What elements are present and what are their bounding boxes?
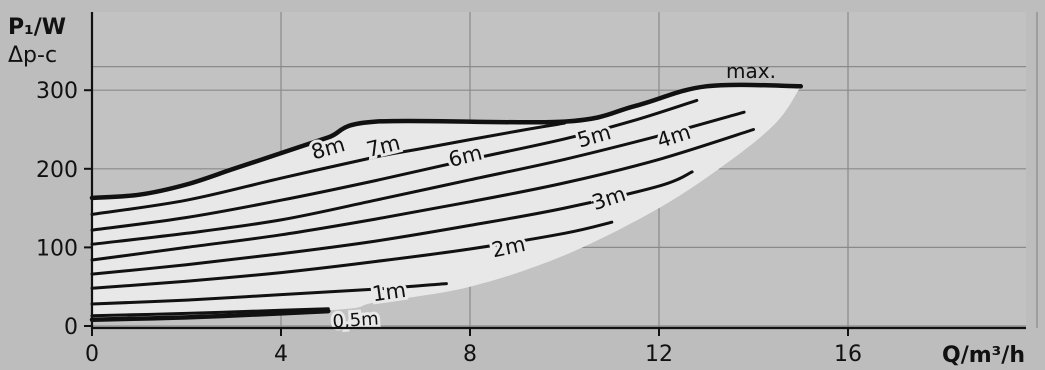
series-line-5m (90, 110, 746, 246)
max-curve-label: max. (726, 59, 776, 83)
series-line-0.5m (90, 307, 330, 318)
x-tick-label: 4 (274, 342, 288, 367)
series-line-1m (90, 282, 448, 306)
series-line-7m (90, 121, 566, 216)
y-tick-label: 100 (36, 236, 78, 261)
curve-label-1m: 1m (371, 278, 408, 306)
y-tick-label: 300 (36, 79, 78, 104)
series-line-4m (90, 128, 755, 262)
x-tick-label: 12 (645, 342, 673, 367)
series-line-min (89, 308, 331, 322)
series-line-3m (90, 170, 694, 276)
x-tick-label: 0 (85, 342, 99, 367)
x-tick-label: 16 (834, 342, 862, 367)
axes: 0 4 8 12 16 0 100 200 300 (36, 12, 1026, 367)
series-line-2m (90, 220, 614, 290)
series-line-8m (89, 82, 804, 201)
y-axis-title: P₁/W (8, 15, 66, 40)
y-tick-label: 200 (36, 158, 78, 183)
x-tick-label: 8 (463, 342, 477, 367)
series-line-6m (90, 98, 699, 232)
y-tick-label: 0 (64, 315, 78, 340)
x-axis-title: Q/m³/h (942, 343, 1025, 368)
series-group (89, 82, 804, 322)
y-axis-mode-label: Δp-c (8, 43, 57, 68)
